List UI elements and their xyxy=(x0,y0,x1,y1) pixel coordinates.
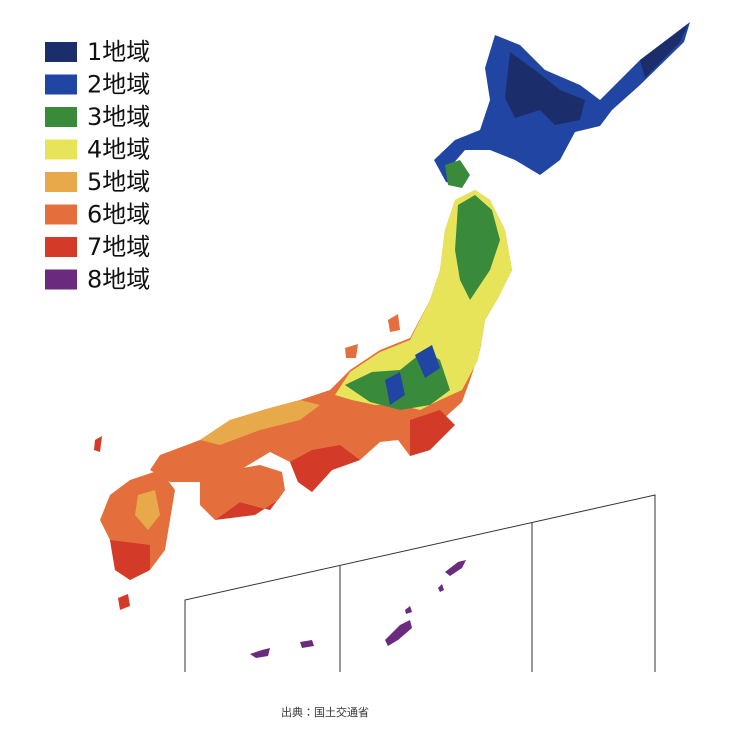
legend-label: 4地域 xyxy=(87,136,150,164)
inset-frames xyxy=(184,494,656,672)
legend-label: 6地域 xyxy=(87,201,150,229)
island xyxy=(405,606,412,614)
legend-swatch xyxy=(45,269,77,290)
legend-label: 7地域 xyxy=(87,233,150,261)
legend-swatch xyxy=(45,237,77,257)
legend-label: 8地域 xyxy=(87,266,150,294)
island xyxy=(250,648,270,658)
kyushu-inland xyxy=(135,490,160,530)
island xyxy=(445,560,466,576)
legend-swatch xyxy=(45,74,77,95)
source: 出典：国土交通省 xyxy=(281,705,369,719)
legend-swatch xyxy=(45,42,77,62)
island xyxy=(118,594,130,610)
island xyxy=(385,620,412,646)
legend-swatch xyxy=(45,172,77,192)
legend-label: 3地域 xyxy=(87,103,150,131)
legend-label: 2地域 xyxy=(87,71,150,99)
region-area xyxy=(385,372,405,405)
island xyxy=(388,314,400,332)
region-area xyxy=(455,195,500,300)
region-area xyxy=(640,24,688,78)
island xyxy=(94,436,102,452)
region-area xyxy=(415,345,440,378)
honshu xyxy=(150,190,512,492)
legend-label: 1地域 xyxy=(87,38,150,66)
legend-swatch xyxy=(45,204,77,225)
hokkaido xyxy=(434,22,690,188)
region-area xyxy=(505,52,585,125)
region-area xyxy=(410,410,455,456)
region-area xyxy=(290,445,360,492)
island xyxy=(438,584,444,592)
island xyxy=(300,640,314,648)
shikoku-coast xyxy=(215,490,285,520)
kyushu-south xyxy=(110,540,150,580)
legend-label: 5地域 xyxy=(87,168,150,196)
shikoku xyxy=(200,465,285,520)
legend-swatch xyxy=(45,107,77,127)
island xyxy=(345,344,358,358)
legend-swatch xyxy=(45,139,77,160)
region-area xyxy=(445,160,470,188)
region-area xyxy=(200,400,320,445)
inset-frame xyxy=(184,494,656,672)
legend: 1地域 2地域 3地域 4地域 5地域 6地域 7地域 8地域 xyxy=(45,38,150,294)
